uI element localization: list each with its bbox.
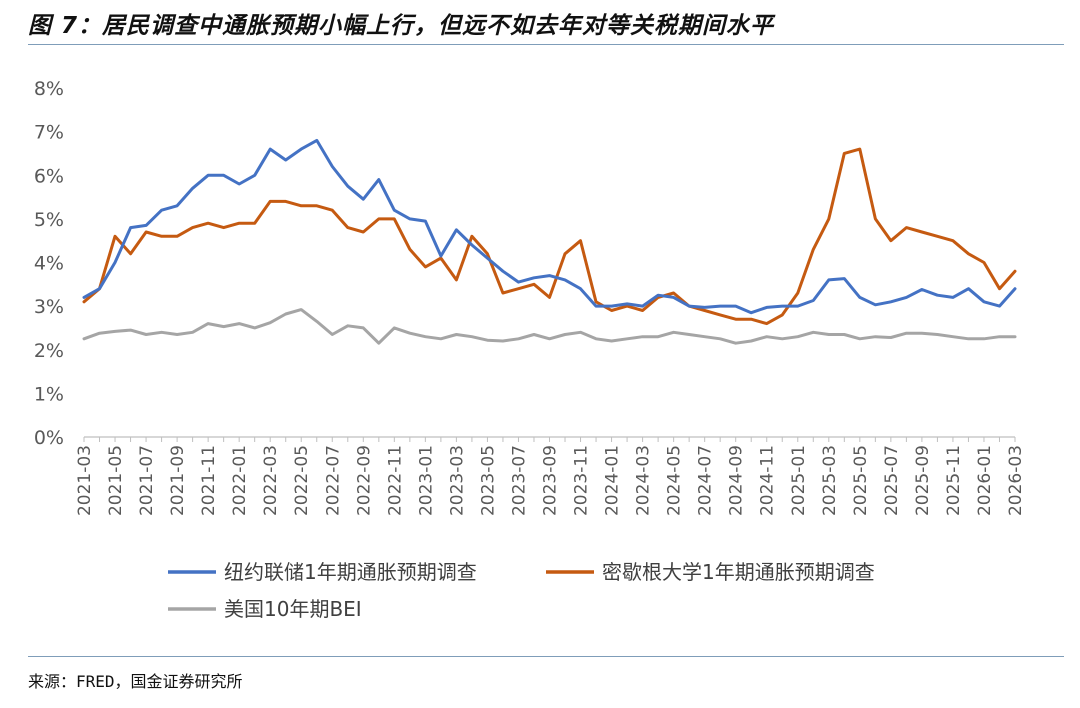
- series-line-1: [82, 147, 1017, 326]
- y-tick-label: 6%: [34, 165, 64, 187]
- x-axis-ticks: 2021-03 2021-05 2021-07 2021-09 2021-11 2022-…: [75, 445, 1026, 516]
- y-tick-label: 1%: [34, 383, 64, 405]
- x-tick-label: 2025-09: [913, 445, 933, 516]
- x-tick-label: 2024-11: [758, 445, 778, 516]
- y-tick-label: 4%: [34, 253, 64, 275]
- x-tick-label: 2022-09: [354, 445, 374, 516]
- y-tick-label: 7%: [34, 122, 64, 144]
- title-divider: [28, 44, 1064, 45]
- y-tick-label: 3%: [34, 296, 64, 318]
- chart-title: 图 7：居民调查中通胀预期小幅上行，但远不如去年对等关税期间水平: [28, 13, 775, 39]
- series-line-0: [82, 138, 1017, 315]
- x-tick-label: 2021-11: [199, 445, 219, 516]
- y-tick-label: 2%: [34, 340, 64, 362]
- y-axis-ticks: 0% 1% 2% 3% 4% 5% 6% 7% 8%: [34, 78, 64, 449]
- x-tick-label: 2024-07: [696, 445, 716, 516]
- x-tick-label: 2025-05: [851, 445, 871, 516]
- legend-label: 美国10年期BEI: [224, 597, 362, 621]
- x-tick-label: 2024-09: [727, 445, 747, 516]
- x-tick-label: 2023-03: [447, 445, 467, 516]
- x-tick-label: 2023-09: [541, 445, 561, 516]
- x-tick-label: 2026-03: [1006, 445, 1026, 516]
- x-tick-label: 2021-03: [75, 445, 95, 516]
- x-tick-label: 2024-03: [634, 445, 654, 516]
- x-tick-label: 2022-03: [261, 445, 281, 516]
- x-tick-label: 2022-05: [292, 445, 312, 516]
- x-tick-label: 2025-07: [882, 445, 902, 516]
- series-line-2: [82, 308, 1017, 345]
- series-lines: [82, 138, 1017, 345]
- x-tick-label: 2023-07: [509, 445, 529, 516]
- x-tick-label: 2023-01: [416, 445, 436, 516]
- y-tick-label: 0%: [34, 427, 64, 449]
- x-tick-label: 2023-05: [478, 445, 498, 516]
- line-chart: 0% 1% 2% 3% 4% 5% 6% 7% 8% 2021-03 2021-05 2021-07…: [34, 78, 1026, 621]
- x-tick-label: 2024-01: [603, 445, 623, 516]
- x-tick-label: 2022-07: [323, 445, 343, 516]
- x-tick-label: 2024-05: [665, 445, 685, 516]
- x-tick-label: 2025-11: [944, 445, 964, 516]
- legend-label: 密歇根大学1年期通胀预期调查: [602, 560, 875, 584]
- x-tick-label: 2023-11: [572, 445, 592, 516]
- x-tick-label: 2022-11: [385, 445, 405, 516]
- y-tick-label: 8%: [34, 78, 64, 100]
- x-tick-label: 2021-07: [137, 445, 157, 516]
- x-tick-label: 2025-03: [820, 445, 840, 516]
- x-tick-label: 2021-05: [106, 445, 126, 516]
- legend-label: 纽约联储1年期通胀预期调查: [224, 560, 477, 584]
- x-tick-label: 2021-09: [168, 445, 188, 516]
- source-divider: [28, 656, 1064, 657]
- x-tick-label: 2025-01: [789, 445, 809, 516]
- x-tick-label: 2022-01: [230, 445, 250, 516]
- x-axis: [83, 436, 1016, 442]
- source-note: 来源：FRED，国金证券研究所: [28, 672, 243, 691]
- y-tick-label: 5%: [34, 209, 64, 231]
- x-tick-label: 2026-01: [975, 445, 995, 516]
